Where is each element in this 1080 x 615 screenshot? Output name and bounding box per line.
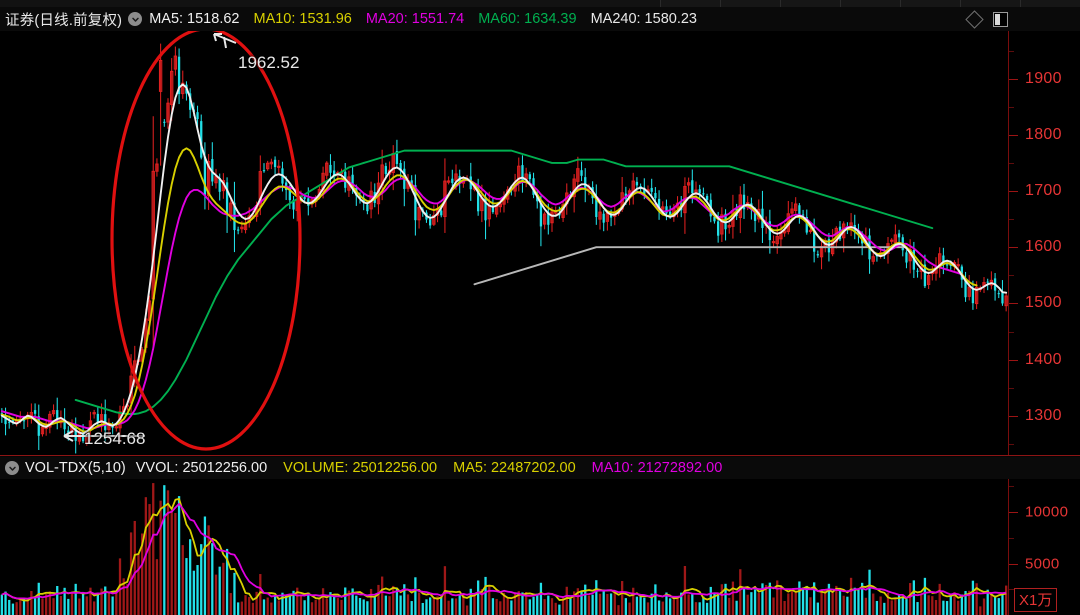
toolbar-cell[interactable] bbox=[660, 0, 720, 7]
volume-axis-minor-tick bbox=[1009, 537, 1014, 539]
annotation-overlay bbox=[63, 31, 302, 451]
price-chart-plot[interactable]: 1962.52 1254.68 bbox=[0, 31, 1008, 455]
volume-indicator-name: VOL-TDX(5,10) bbox=[25, 460, 126, 476]
volume-panel-header: VOL-TDX(5,10) VVOL: 25012256.00 VOLUME: … bbox=[0, 457, 1080, 479]
price-axis-minor-tick bbox=[1009, 275, 1014, 277]
chevron-down-icon[interactable] bbox=[5, 461, 19, 475]
header-icon-group bbox=[965, 9, 1080, 29]
price-axis-minor-tick bbox=[1009, 163, 1014, 164]
toolbar-cell[interactable] bbox=[960, 0, 1020, 7]
price-axis-tick bbox=[1009, 134, 1018, 136]
price-axis-label: 1600 bbox=[1025, 238, 1062, 256]
volume-axis-label: 5000 bbox=[1025, 555, 1060, 572]
volume-value: VOLUME: 25012256.00 bbox=[283, 460, 438, 476]
volume-chart-svg bbox=[0, 483, 1008, 615]
volume-ma10: MA10: 21272892.00 bbox=[591, 460, 723, 476]
indicator-ma20: MA20: 1551.74 bbox=[365, 11, 465, 27]
volume-vvol: VVOL: 25012256.00 bbox=[135, 460, 268, 476]
price-axis-tick bbox=[1009, 359, 1018, 361]
price-axis-tick bbox=[1009, 303, 1018, 305]
price-axis: 1900 1800 1700 1600 1500 1400 1300 bbox=[1008, 31, 1080, 455]
price-axis-label: 1500 bbox=[1025, 294, 1062, 312]
indicator-ma10: MA10: 1531.96 bbox=[253, 11, 352, 27]
volume-chart-plot[interactable] bbox=[0, 479, 1008, 615]
toolbar-cell[interactable] bbox=[720, 0, 780, 7]
price-axis-label: 1800 bbox=[1025, 125, 1062, 143]
price-panel-header: 证券(日线.前复权) MA5: 1518.62 MA10: 1531.96 MA… bbox=[0, 7, 1080, 31]
indicator-ma5: MA5: 1518.62 bbox=[149, 11, 240, 27]
high-arrow-head bbox=[213, 33, 222, 42]
price-axis-minor-tick bbox=[1009, 331, 1014, 333]
volume-axis-minor-tick bbox=[1009, 589, 1014, 591]
volume-ma5: MA5: 22487202.00 bbox=[453, 460, 576, 476]
price-axis-minor-tick bbox=[1009, 219, 1014, 221]
price-axis-minor-tick bbox=[1009, 387, 1014, 389]
volume-axis-minor-tick bbox=[1009, 486, 1014, 488]
low-arrow-head bbox=[63, 430, 74, 442]
price-axis-minor-tick bbox=[1009, 50, 1014, 52]
price-axis-tick bbox=[1009, 78, 1018, 80]
half-square-icon[interactable] bbox=[993, 11, 1008, 27]
indicator-ma240: MA240: 1580.23 bbox=[590, 11, 697, 27]
toolbar-cell[interactable] bbox=[1020, 0, 1080, 7]
price-axis-label: 1400 bbox=[1025, 350, 1062, 368]
price-axis-tick bbox=[1009, 415, 1018, 417]
price-axis-label: 1700 bbox=[1025, 182, 1062, 200]
volume-unit-label: X1万 bbox=[1014, 588, 1058, 612]
diamond-icon[interactable] bbox=[965, 9, 984, 29]
indicator-ma60: MA60: 1634.39 bbox=[478, 11, 577, 27]
toolbar-cell[interactable] bbox=[900, 0, 960, 7]
price-axis-label: 1900 bbox=[1025, 69, 1062, 87]
price-chart-svg bbox=[0, 43, 1008, 454]
price-axis-minor-tick bbox=[1009, 106, 1014, 108]
toolbar-cell[interactable] bbox=[840, 0, 900, 7]
highlight-ellipse bbox=[110, 31, 302, 451]
volume-axis-tick bbox=[1009, 563, 1018, 565]
toolbar-cell[interactable] bbox=[780, 0, 840, 7]
price-axis-tick bbox=[1009, 247, 1018, 249]
toolbar-spacer bbox=[0, 0, 660, 7]
page-title: 证券(日线.前复权) bbox=[5, 12, 123, 29]
panel-divider bbox=[0, 455, 1080, 456]
volume-axis-tick bbox=[1009, 512, 1018, 513]
price-axis-label: 1300 bbox=[1025, 406, 1062, 424]
price-axis-tick bbox=[1009, 191, 1018, 193]
chevron-down-icon[interactable] bbox=[128, 12, 143, 26]
volume-axis-label: 10000 bbox=[1025, 503, 1069, 521]
price-axis-minor-tick bbox=[1009, 443, 1014, 445]
high-arrow-stem bbox=[223, 36, 227, 49]
volume-axis: 10000 5000 X1万 bbox=[1008, 479, 1080, 615]
